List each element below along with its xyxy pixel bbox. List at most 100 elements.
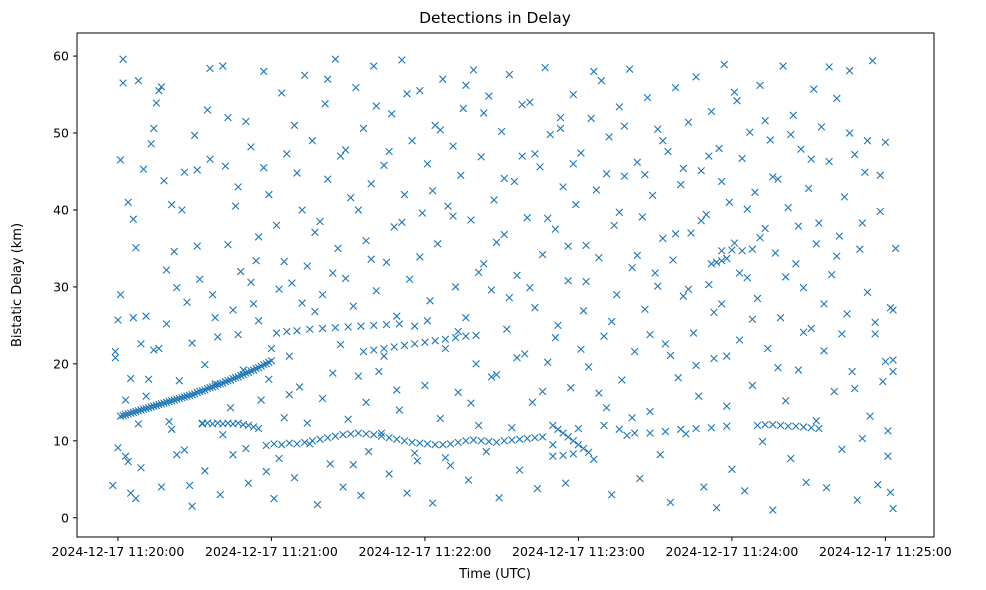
- data-point: [469, 66, 478, 74]
- data-point: [646, 407, 654, 416]
- data-point: [426, 296, 434, 305]
- data-point: [306, 440, 314, 448]
- data-point: [487, 373, 496, 381]
- data-point: [889, 306, 897, 314]
- data-point: [390, 343, 399, 351]
- data-point: [582, 277, 590, 286]
- data-point: [421, 338, 429, 347]
- data-point: [618, 376, 626, 384]
- data-point: [234, 419, 242, 427]
- data-point: [712, 258, 721, 267]
- data-point: [160, 176, 168, 185]
- data-point: [329, 269, 337, 277]
- data-point: [277, 89, 286, 97]
- data-point: [190, 131, 199, 140]
- data-point: [119, 79, 127, 87]
- y-tick-label: 60: [53, 49, 69, 64]
- data-point: [272, 329, 281, 337]
- data-point: [139, 165, 148, 173]
- data-point: [528, 398, 537, 407]
- data-point: [763, 344, 772, 353]
- data-point: [625, 65, 634, 73]
- data-point: [167, 397, 176, 405]
- data-point: [293, 169, 301, 177]
- data-point: [774, 363, 782, 372]
- data-point: [239, 366, 248, 374]
- data-point: [119, 55, 127, 63]
- data-point: [229, 306, 237, 314]
- data-point: [369, 321, 378, 330]
- data-point: [247, 278, 255, 287]
- data-point: [508, 436, 516, 444]
- data-point: [781, 397, 790, 405]
- data-point: [648, 191, 657, 200]
- data-point: [362, 236, 370, 245]
- data-point: [172, 450, 181, 459]
- data-point: [298, 206, 306, 214]
- data-point: [213, 380, 222, 389]
- data-point: [569, 160, 578, 168]
- data-point: [369, 430, 378, 439]
- data-point: [326, 460, 335, 468]
- data-point: [485, 92, 493, 100]
- data-point: [577, 345, 585, 354]
- data-point: [564, 276, 572, 285]
- data-point: [692, 361, 700, 370]
- data-point: [234, 183, 242, 191]
- data-point: [699, 483, 708, 491]
- data-point: [538, 433, 547, 441]
- data-point: [380, 352, 388, 360]
- data-point: [293, 326, 301, 335]
- data-point: [149, 346, 158, 354]
- data-point: [267, 357, 276, 365]
- data-point: [313, 500, 322, 509]
- data-point: [193, 388, 202, 397]
- data-point: [799, 283, 808, 292]
- data-point: [224, 377, 232, 385]
- data-point: [126, 374, 135, 383]
- data-point: [653, 282, 662, 290]
- data-point: [830, 387, 839, 396]
- data-point: [252, 256, 260, 265]
- data-point: [743, 273, 752, 282]
- data-point: [500, 230, 509, 239]
- data-point: [809, 85, 818, 93]
- data-point: [666, 498, 675, 507]
- data-point: [612, 290, 621, 299]
- data-point: [226, 403, 235, 412]
- data-point: [416, 253, 424, 261]
- data-point: [436, 126, 445, 134]
- data-point: [738, 246, 746, 255]
- data-point: [421, 381, 429, 390]
- data-point: [247, 367, 255, 375]
- data-point: [334, 244, 342, 253]
- data-point: [812, 417, 821, 425]
- data-point: [728, 465, 736, 474]
- data-point: [682, 430, 690, 438]
- data-point: [561, 479, 570, 487]
- data-point: [520, 350, 529, 358]
- data-point: [172, 283, 181, 292]
- data-point: [167, 200, 176, 209]
- data-point: [339, 483, 347, 491]
- data-point: [265, 375, 273, 384]
- data-point: [185, 481, 194, 490]
- data-point: [224, 113, 232, 122]
- data-point: [162, 320, 171, 328]
- data-point: [620, 172, 629, 180]
- data-point: [219, 430, 227, 439]
- data-point: [428, 186, 437, 195]
- data-point: [766, 136, 775, 144]
- data-point: [385, 470, 393, 478]
- data-point: [180, 168, 189, 177]
- data-point: [863, 136, 872, 145]
- data-point: [231, 202, 240, 210]
- data-point: [472, 360, 480, 368]
- data-point: [835, 232, 844, 240]
- data-point: [873, 480, 882, 489]
- data-point: [257, 396, 265, 404]
- data-point: [116, 412, 125, 420]
- data-point: [318, 324, 327, 333]
- data-point: [167, 425, 176, 434]
- data-point: [144, 375, 153, 384]
